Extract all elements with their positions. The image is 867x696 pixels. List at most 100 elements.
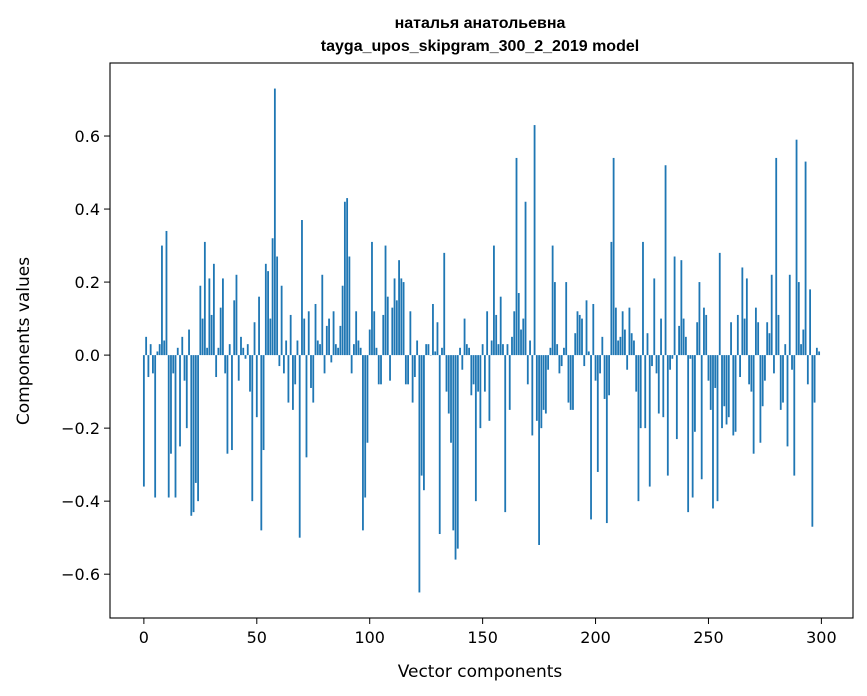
bar-113 [398, 260, 400, 356]
bar-296 [811, 355, 814, 527]
bar-172 [531, 355, 534, 436]
bar-63 [285, 340, 288, 356]
bar-287 [791, 355, 793, 370]
bar-152 [486, 311, 489, 356]
bar-68 [296, 340, 299, 356]
bar-299 [818, 351, 821, 356]
y-tick-label-2: −0.2 [61, 419, 100, 438]
bar-160 [504, 355, 507, 513]
x-tick-label-4: 200 [580, 628, 611, 647]
bar-57 [271, 238, 274, 356]
bar-169 [524, 201, 527, 356]
bar-3 [149, 344, 152, 356]
bar-174 [535, 355, 538, 421]
bar-178 [544, 355, 547, 414]
bar-137 [452, 355, 455, 531]
bar-136 [450, 355, 452, 443]
bar-38 [228, 344, 231, 356]
bar-49 [253, 322, 256, 356]
bar-91 [348, 256, 351, 356]
bar-210 [617, 340, 620, 356]
bar-31 [212, 263, 215, 356]
bar-260 [730, 322, 732, 356]
bar-30 [210, 314, 213, 356]
bar-221 [642, 241, 644, 356]
bar-157 [497, 344, 500, 356]
x-axis-ticks: 0 50 100 150 200 250 300 [139, 618, 837, 647]
bar-180 [549, 347, 552, 356]
bar-295 [809, 289, 811, 356]
bar-176 [540, 355, 543, 429]
bar-204 [603, 355, 606, 399]
bar-173 [533, 125, 536, 356]
bar-145 [470, 355, 473, 396]
bar-55 [267, 271, 269, 356]
bar-175 [538, 355, 540, 545]
bar-224 [648, 355, 651, 487]
bar-198 [590, 355, 592, 520]
bar-14 [174, 355, 177, 498]
bar-41 [235, 274, 238, 356]
bar-222 [644, 355, 647, 429]
bar-108 [386, 296, 389, 356]
bar-33 [217, 347, 220, 356]
bar-191 [574, 333, 577, 356]
bar-77 [316, 340, 319, 356]
bar-294 [806, 355, 809, 385]
bar-271 [754, 307, 757, 356]
bar-292 [802, 329, 805, 356]
bar-247 [700, 355, 703, 480]
bar-84 [332, 311, 335, 356]
bar-203 [601, 336, 604, 356]
bar-8 [161, 245, 163, 356]
bar-114 [400, 278, 403, 356]
bar-26 [201, 318, 204, 356]
bar-2 [147, 355, 150, 378]
bar-24 [197, 355, 199, 502]
bar-89 [343, 201, 346, 356]
bar-264 [739, 355, 741, 378]
bar-293 [804, 161, 807, 356]
bar-36 [224, 355, 227, 374]
bar-288 [793, 355, 796, 476]
bar-202 [599, 355, 601, 374]
bar-109 [389, 355, 391, 381]
bar-98 [364, 355, 367, 498]
bar-215 [628, 307, 631, 356]
bar-265 [741, 267, 744, 356]
bar-112 [395, 300, 398, 356]
bar-59 [276, 256, 279, 356]
bar-35 [222, 278, 224, 356]
chart-title-line-2: tayga_upos_skipgram_300_2_2019 model [321, 38, 639, 55]
bar-167 [520, 329, 522, 356]
bar-218 [635, 355, 638, 392]
bar-47 [249, 355, 251, 392]
bar-116 [404, 355, 407, 385]
bar-120 [413, 355, 416, 378]
bar-7 [158, 344, 161, 356]
bar-181 [551, 245, 554, 356]
bar-257 [723, 355, 726, 407]
bar-28 [206, 347, 209, 356]
bar-61 [280, 285, 283, 356]
bar-159 [502, 344, 504, 356]
bar-220 [639, 355, 642, 429]
bar-155 [493, 245, 495, 356]
bar-201 [596, 355, 599, 472]
bar-46 [246, 344, 249, 356]
bar-291 [800, 344, 802, 356]
bar-230 [662, 355, 665, 418]
bar-183 [556, 344, 559, 356]
bar-278 [770, 274, 773, 356]
bar-255 [718, 252, 721, 356]
bar-50 [255, 355, 258, 418]
bar-286 [788, 274, 791, 356]
bar-85 [334, 344, 337, 356]
bar-86 [337, 347, 339, 356]
bar-193 [578, 314, 581, 356]
bar-72 [305, 355, 308, 458]
bar-194 [581, 318, 583, 356]
bar-76 [314, 303, 317, 356]
bar-129 [434, 351, 437, 356]
